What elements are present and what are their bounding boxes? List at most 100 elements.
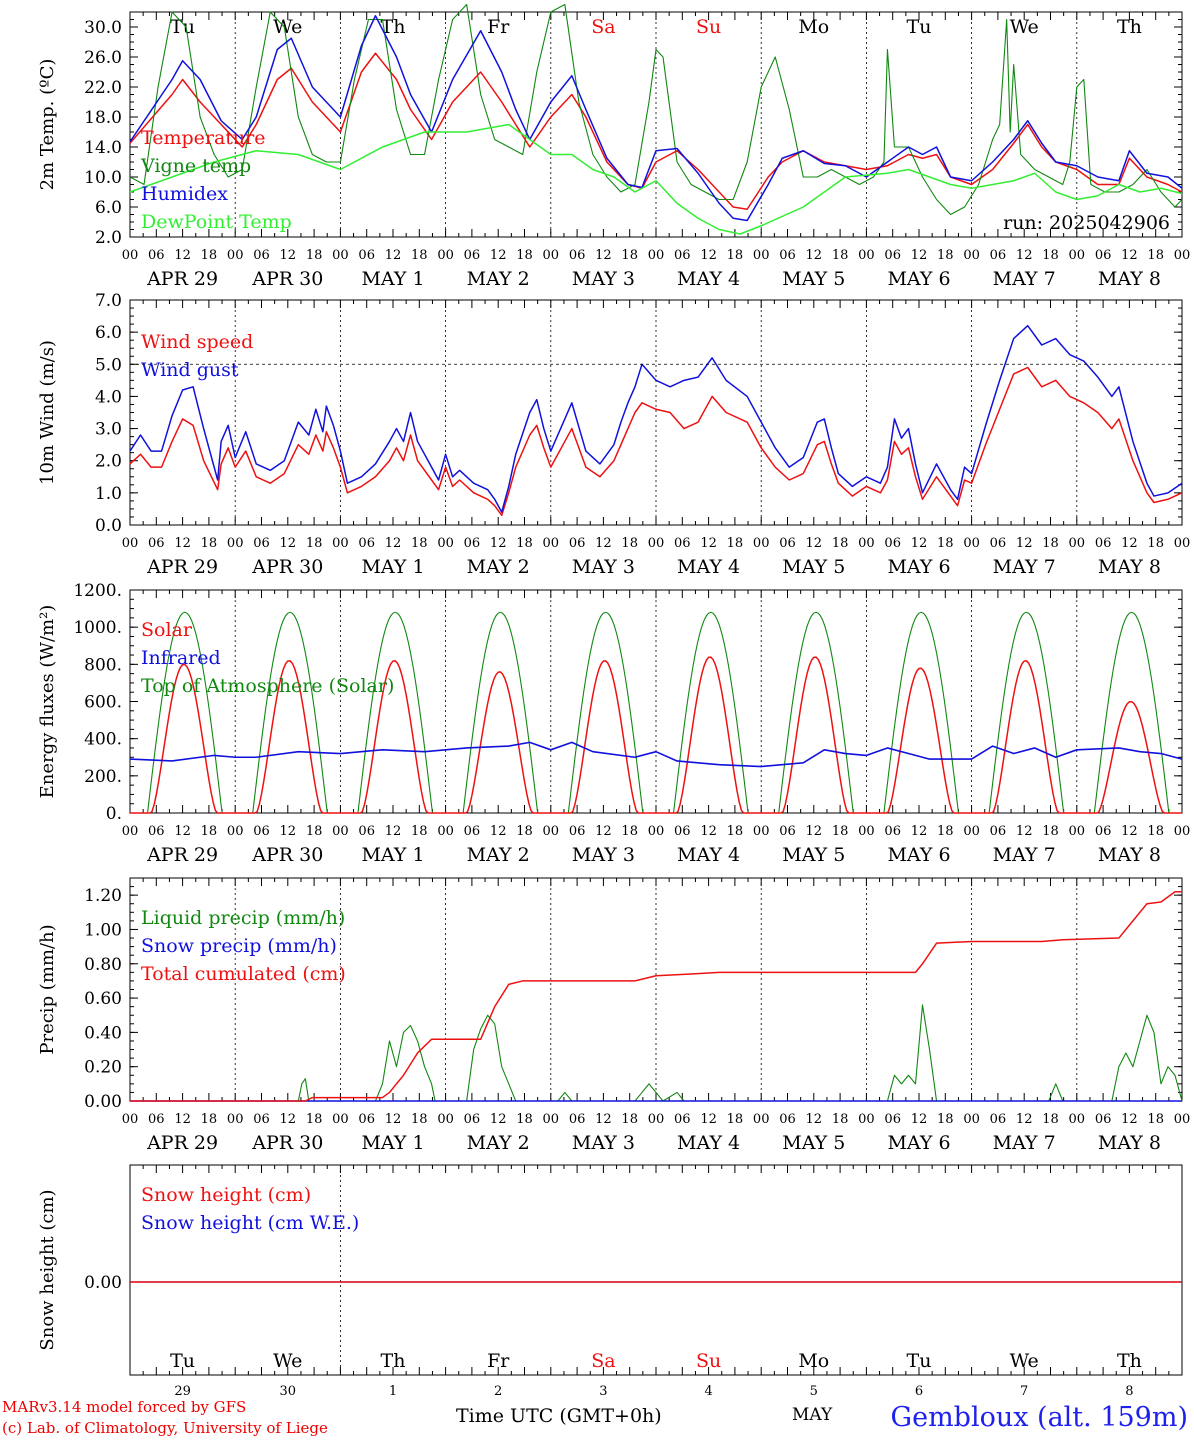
- hour-tick-label: 12: [385, 248, 402, 263]
- date-label: APR 29: [146, 844, 218, 866]
- day-number-label: 5: [810, 1384, 818, 1399]
- hour-tick-label: 06: [358, 248, 375, 263]
- hour-tick-label: 12: [1121, 536, 1138, 551]
- hour-tick-label: 00: [122, 248, 139, 263]
- date-label: MAY 4: [677, 844, 740, 866]
- date-label: MAY 3: [572, 268, 635, 290]
- y-tick-label: 2.0: [95, 228, 122, 248]
- hour-tick-label: 00: [648, 536, 665, 551]
- legend-entry: Total cumulated (cm): [141, 963, 346, 985]
- hour-tick-label: 06: [674, 1112, 691, 1127]
- hour-tick-label: 06: [464, 1112, 481, 1127]
- legend-entry: Snow height (cm): [141, 1184, 311, 1206]
- series-solar: [130, 656, 1182, 814]
- day-number-label: 7: [1020, 1384, 1028, 1399]
- hour-tick-label: 00: [543, 824, 560, 839]
- hour-tick-label: 18: [201, 248, 218, 263]
- y-tick-label: 7.0: [95, 291, 122, 311]
- weekday-label: We: [1010, 16, 1039, 38]
- hour-tick-label: 18: [306, 536, 323, 551]
- date-label: MAY 3: [572, 556, 635, 578]
- hour-tick-label: 18: [937, 536, 954, 551]
- hour-tick-label: 06: [253, 824, 270, 839]
- hour-tick-label: 18: [1147, 536, 1164, 551]
- y-tick-label: 1200.: [73, 581, 122, 601]
- hour-tick-label: 06: [148, 248, 165, 263]
- hour-tick-label: 06: [884, 248, 901, 263]
- weekday-label: Tu: [907, 1350, 932, 1372]
- hour-tick-label: 18: [937, 1112, 954, 1127]
- hour-tick-label: 06: [990, 1112, 1007, 1127]
- y-tick-label: 0.00: [84, 1273, 122, 1293]
- hour-tick-label: 00: [1174, 824, 1191, 839]
- series-wind-gust: [129, 324, 1183, 513]
- date-label: APR 30: [251, 556, 323, 578]
- hour-tick-label: 00: [1069, 248, 1086, 263]
- hour-tick-label: 00: [437, 824, 454, 839]
- y-axis-label: Precip (mm/h): [37, 924, 58, 1054]
- date-label: MAY 3: [572, 844, 635, 866]
- hour-tick-label: 06: [569, 1112, 586, 1127]
- hour-tick-label: 06: [779, 824, 796, 839]
- hour-tick-label: 18: [516, 248, 533, 263]
- hour-tick-label: 18: [516, 824, 533, 839]
- hour-tick-label: 12: [806, 824, 823, 839]
- hour-tick-label: 00: [437, 536, 454, 551]
- hour-tick-label: 06: [569, 824, 586, 839]
- hour-tick-label: 12: [806, 536, 823, 551]
- weekday-label: Su: [696, 1350, 721, 1372]
- hour-tick-label: 12: [490, 248, 507, 263]
- hour-tick-label: 00: [858, 1112, 875, 1127]
- date-label: MAY 7: [993, 1132, 1056, 1154]
- hour-tick-label: 18: [411, 1112, 428, 1127]
- hour-tick-label: 00: [1174, 1112, 1191, 1127]
- hour-tick-label: 18: [201, 1112, 218, 1127]
- legend-entry: Wind gust: [141, 359, 239, 381]
- hour-tick-label: 06: [1095, 1112, 1112, 1127]
- hour-tick-label: 06: [884, 1112, 901, 1127]
- hour-tick-label: 00: [963, 248, 980, 263]
- series-vigne-temp: [129, 3, 1183, 216]
- date-label: APR 29: [146, 556, 218, 578]
- hour-tick-label: 12: [806, 1112, 823, 1127]
- y-tick-label: 22.0: [84, 78, 122, 98]
- hour-tick-label: 06: [990, 536, 1007, 551]
- hour-tick-label: 12: [1121, 824, 1138, 839]
- hour-tick-label: 00: [858, 824, 875, 839]
- weekday-label: Tu: [907, 16, 932, 38]
- y-tick-label: 1000.: [73, 618, 122, 638]
- weekday-label: We: [273, 16, 302, 38]
- series-total-cumulated-cm-: [130, 890, 1182, 1102]
- hour-tick-label: 06: [990, 824, 1007, 839]
- hour-tick-label: 00: [648, 248, 665, 263]
- legend-entry: Top of Atmosphere (Solar): [141, 675, 394, 697]
- y-tick-label: 5.0: [95, 355, 122, 375]
- hour-tick-label: 18: [727, 824, 744, 839]
- date-label: MAY 8: [1098, 556, 1161, 578]
- hour-tick-label: 18: [201, 536, 218, 551]
- hour-tick-label: 06: [674, 248, 691, 263]
- y-tick-label: 200.: [84, 767, 122, 787]
- hour-tick-label: 18: [937, 824, 954, 839]
- day-number-label: 1: [389, 1384, 397, 1399]
- y-tick-label: 1.00: [84, 920, 122, 940]
- legend-entry: Infrared: [141, 647, 221, 669]
- weekday-label: Mo: [798, 1350, 829, 1372]
- day-number-label: 2: [494, 1384, 502, 1399]
- hour-tick-label: 06: [464, 248, 481, 263]
- weekday-label: Th: [1117, 1350, 1142, 1372]
- series-wind-speed: [129, 366, 1183, 517]
- hour-tick-label: 06: [569, 536, 586, 551]
- hour-tick-label: 06: [358, 536, 375, 551]
- hour-tick-label: 06: [884, 824, 901, 839]
- hour-tick-label: 06: [674, 536, 691, 551]
- y-tick-label: 4.0: [95, 387, 122, 407]
- hour-tick-label: 18: [1042, 248, 1059, 263]
- date-label: MAY 8: [1098, 268, 1161, 290]
- hour-tick-label: 18: [411, 248, 428, 263]
- hour-tick-label: 00: [332, 536, 349, 551]
- hour-tick-label: 12: [595, 824, 612, 839]
- hour-tick-label: 12: [385, 824, 402, 839]
- day-number-label: 30: [280, 1384, 297, 1399]
- date-label: MAY 4: [677, 268, 740, 290]
